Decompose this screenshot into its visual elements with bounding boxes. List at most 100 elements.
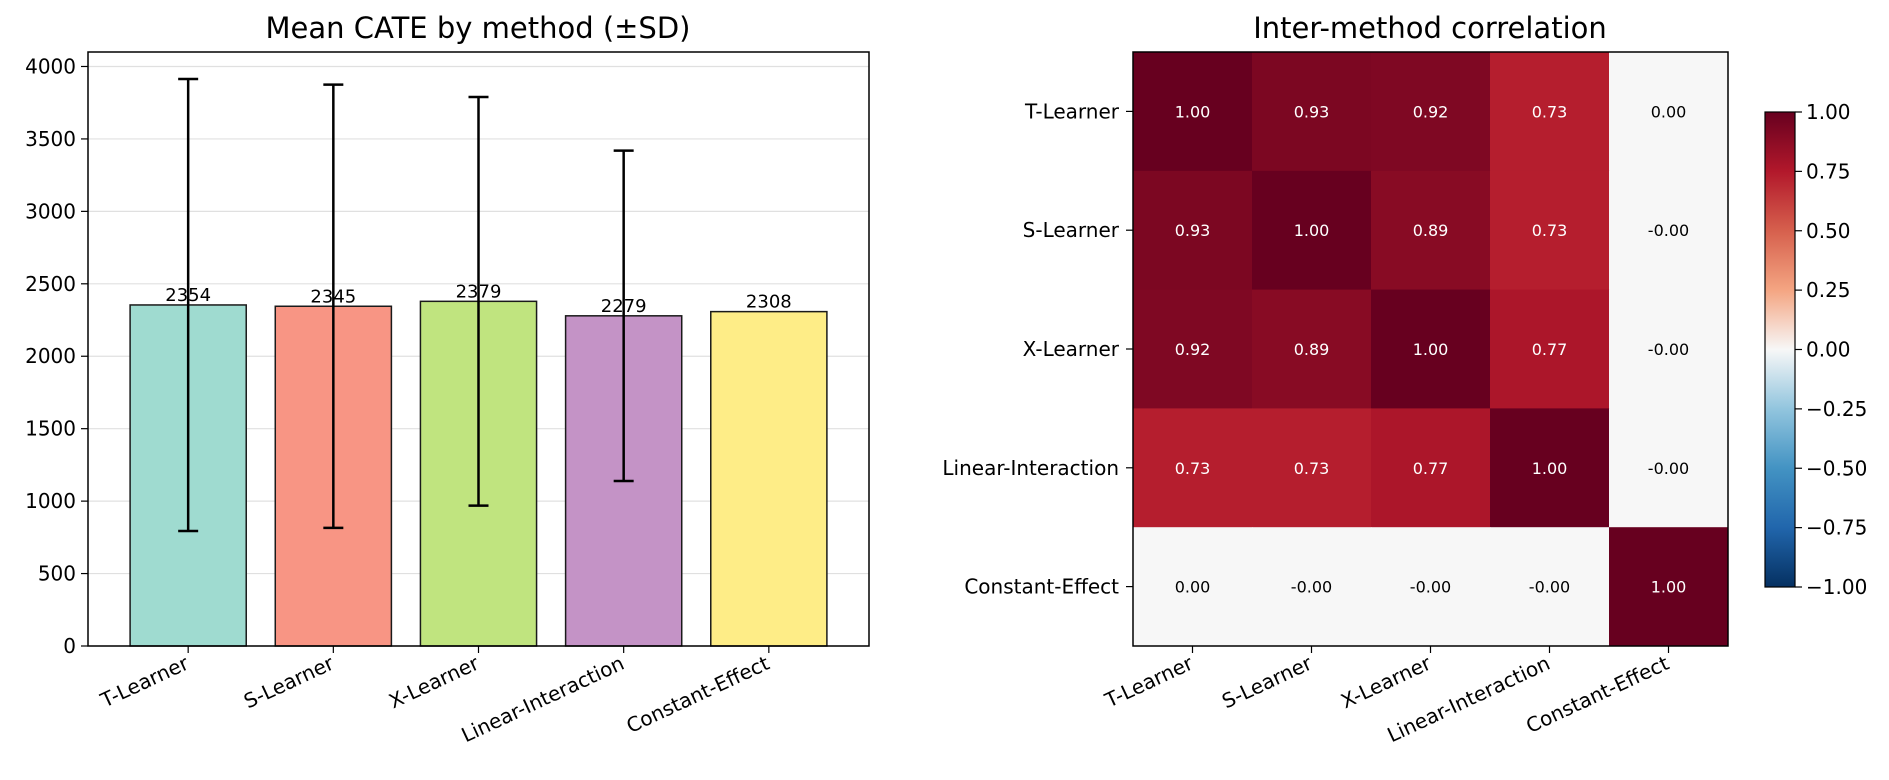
heatmap-cell-label: 0.89 [1294,340,1330,359]
bar-error-bars [178,77,634,533]
bar-y-tick-label: 3000 [25,199,76,223]
heatmap-cell [1252,527,1372,647]
heatmap-y-tick-label: Linear-Interaction [942,456,1119,480]
bar-x-axis: T-Learner S-Learner X-LearnerLinear-Intera… [96,646,773,747]
heatmap-y-tick-label: S-Learner [1023,218,1120,242]
heatmap-cell [1252,408,1372,528]
heatmap-cell-label: -0.00 [1410,578,1451,597]
colorbar-tick-label: 0.75 [1806,159,1851,183]
colorbar-tick-label: −1.00 [1806,575,1867,599]
bar-y-tick-label: 500 [38,562,76,586]
colorbar-tick-label: −0.75 [1806,516,1867,540]
heatmap-cell-label: 0.00 [1175,578,1211,597]
bar-x-tick-label: X-Learner [385,650,483,713]
colorbar-tick-label: 0.25 [1806,278,1851,302]
heatmap-x-tick-label: T-Learner [1100,650,1197,712]
heatmap-cell [1371,170,1491,291]
heatmap-cell [1490,52,1610,172]
heatmap-cell [1609,170,1729,291]
colorbar [1764,111,1796,588]
heatmap-cell [1133,52,1253,172]
heatmap-cell [1490,289,1610,409]
heatmap-cell-label: 0.93 [1175,221,1211,240]
bar-x-tick-label: T-Learner [96,650,193,712]
heatmap-cell-label: 0.73 [1532,102,1568,121]
heatmap-cell [1133,408,1253,528]
bar-y-axis: 0 500 1000 1500 2000 2500 3000 3500 4000 [25,54,88,658]
heatmap-cell-label: -0.00 [1529,578,1570,597]
heatmap-y-tick-label: X-Learner [1023,337,1120,361]
heatmap-cell-label: -0.00 [1648,459,1689,478]
heatmap-y-tick-label: Constant-Effect [964,575,1119,599]
heatmap-x-axis: T-Learner S-Learner X-LearnerLinear-Intera… [1100,646,1673,747]
bar-value-labels: 2354 2345 2379 2279 2308 [165,281,791,316]
bar-value-label: 2379 [456,281,502,302]
heatmap-cell [1371,527,1491,647]
heatmap-y-tick-label: T-Learner [1024,99,1120,123]
heatmap-cell [1133,527,1253,647]
heatmap-cell-label: 1.00 [1651,578,1687,597]
heatmap-cell [1371,52,1491,172]
bar-x-tick-label: S-Learner [240,650,338,713]
heatmap-cell-label: 0.00 [1651,102,1687,121]
heatmap-cell-label: 0.89 [1413,221,1449,240]
colorbar-tick-label: 1.00 [1806,100,1851,124]
heatmap-cell-label: 0.73 [1175,459,1211,478]
heatmap-x-tick-label: X-Learner [1337,650,1435,713]
heatmap-cell [1609,408,1729,528]
bar-y-tick-label: 2000 [25,344,76,368]
heatmap-cell [1371,289,1491,409]
heatmap-y-axis: T-Learner S-Learner X-Learner Linear-Intera… [942,99,1133,599]
heatmap-cell [1371,408,1491,528]
colorbar-tick-label: −0.25 [1806,397,1867,421]
heatmap-cell-label: 1.00 [1413,340,1449,359]
heatmap-x-tick-label: S-Learner [1218,650,1316,713]
bar-chart: Mean CATE by method (±SD) 2354 2345 2379 22… [25,11,870,747]
heatmap-cells [1133,52,1729,647]
bar-y-tick-label: 2500 [25,272,76,296]
heatmap-cell-label: -0.00 [1291,578,1332,597]
heatmap-title: Inter-method correlation [1253,11,1607,45]
heatmap-cell [1490,527,1610,647]
bar-y-tick-label: 1000 [25,489,76,513]
heatmap-cell-label: 1.00 [1294,221,1330,240]
heatmap-cell-label: -0.00 [1648,340,1689,359]
bar-x-tick-label: Linear-Interaction [458,651,628,747]
colorbar-tick-label: −0.50 [1806,456,1867,480]
bar-y-tick-label: 3500 [25,127,76,151]
heatmap-cell-label: 0.77 [1413,459,1449,478]
colorbar-tick-label: 0.00 [1806,338,1851,362]
heatmap-cell-label: -0.00 [1648,221,1689,240]
heatmap-cell [1490,170,1610,291]
colorbar-tick-label: 0.50 [1806,219,1851,243]
heatmap-cell [1133,289,1253,409]
heatmap-chart: Inter-method correlation 1.00 0.93 0.92 0.7… [942,11,1867,747]
bar-value-label: 2279 [601,296,647,317]
heatmap-cell-label: 0.92 [1413,102,1449,121]
bar-chart-title: Mean CATE by method (±SD) [266,11,691,45]
heatmap-cell [1609,52,1729,172]
bar-x-tick-label: Constant-Effect [623,651,773,738]
heatmap-cell [1252,289,1372,409]
heatmap-cell-label: 0.93 [1294,102,1330,121]
heatmap-cell-label: 0.73 [1532,221,1568,240]
heatmap-cell [1609,527,1729,647]
heatmap-cell-labels: 1.00 0.93 0.92 0.73 0.00 0.93 1.00 0.89 0.73 -0.0… [1175,102,1690,596]
heatmap-cell-label: 1.00 [1532,459,1568,478]
heatmap-cell-label: 1.00 [1175,102,1211,121]
heatmap-cell [1490,408,1610,528]
bar-value-label: 2308 [746,292,792,313]
bar-value-label: 2345 [310,286,356,307]
bar-y-tick-label: 1500 [25,417,76,441]
heatmap-cell [1252,170,1372,291]
heatmap-cell-label: 0.73 [1294,459,1330,478]
bar-y-tick-label: 0 [63,634,76,658]
heatmap-cell-label: 0.77 [1532,340,1568,359]
heatmap-cell [1252,52,1372,172]
heatmap-cell-label: 0.92 [1175,340,1211,359]
bar-y-tick-label: 4000 [25,54,76,78]
heatmap-cell [1133,170,1253,291]
heatmap-cell [1609,289,1729,409]
colorbar-ticks: 1.00 0.75 0.50 0.25 0.00 −0.25 −0.50 −0.75 −1.00 [1795,100,1867,599]
